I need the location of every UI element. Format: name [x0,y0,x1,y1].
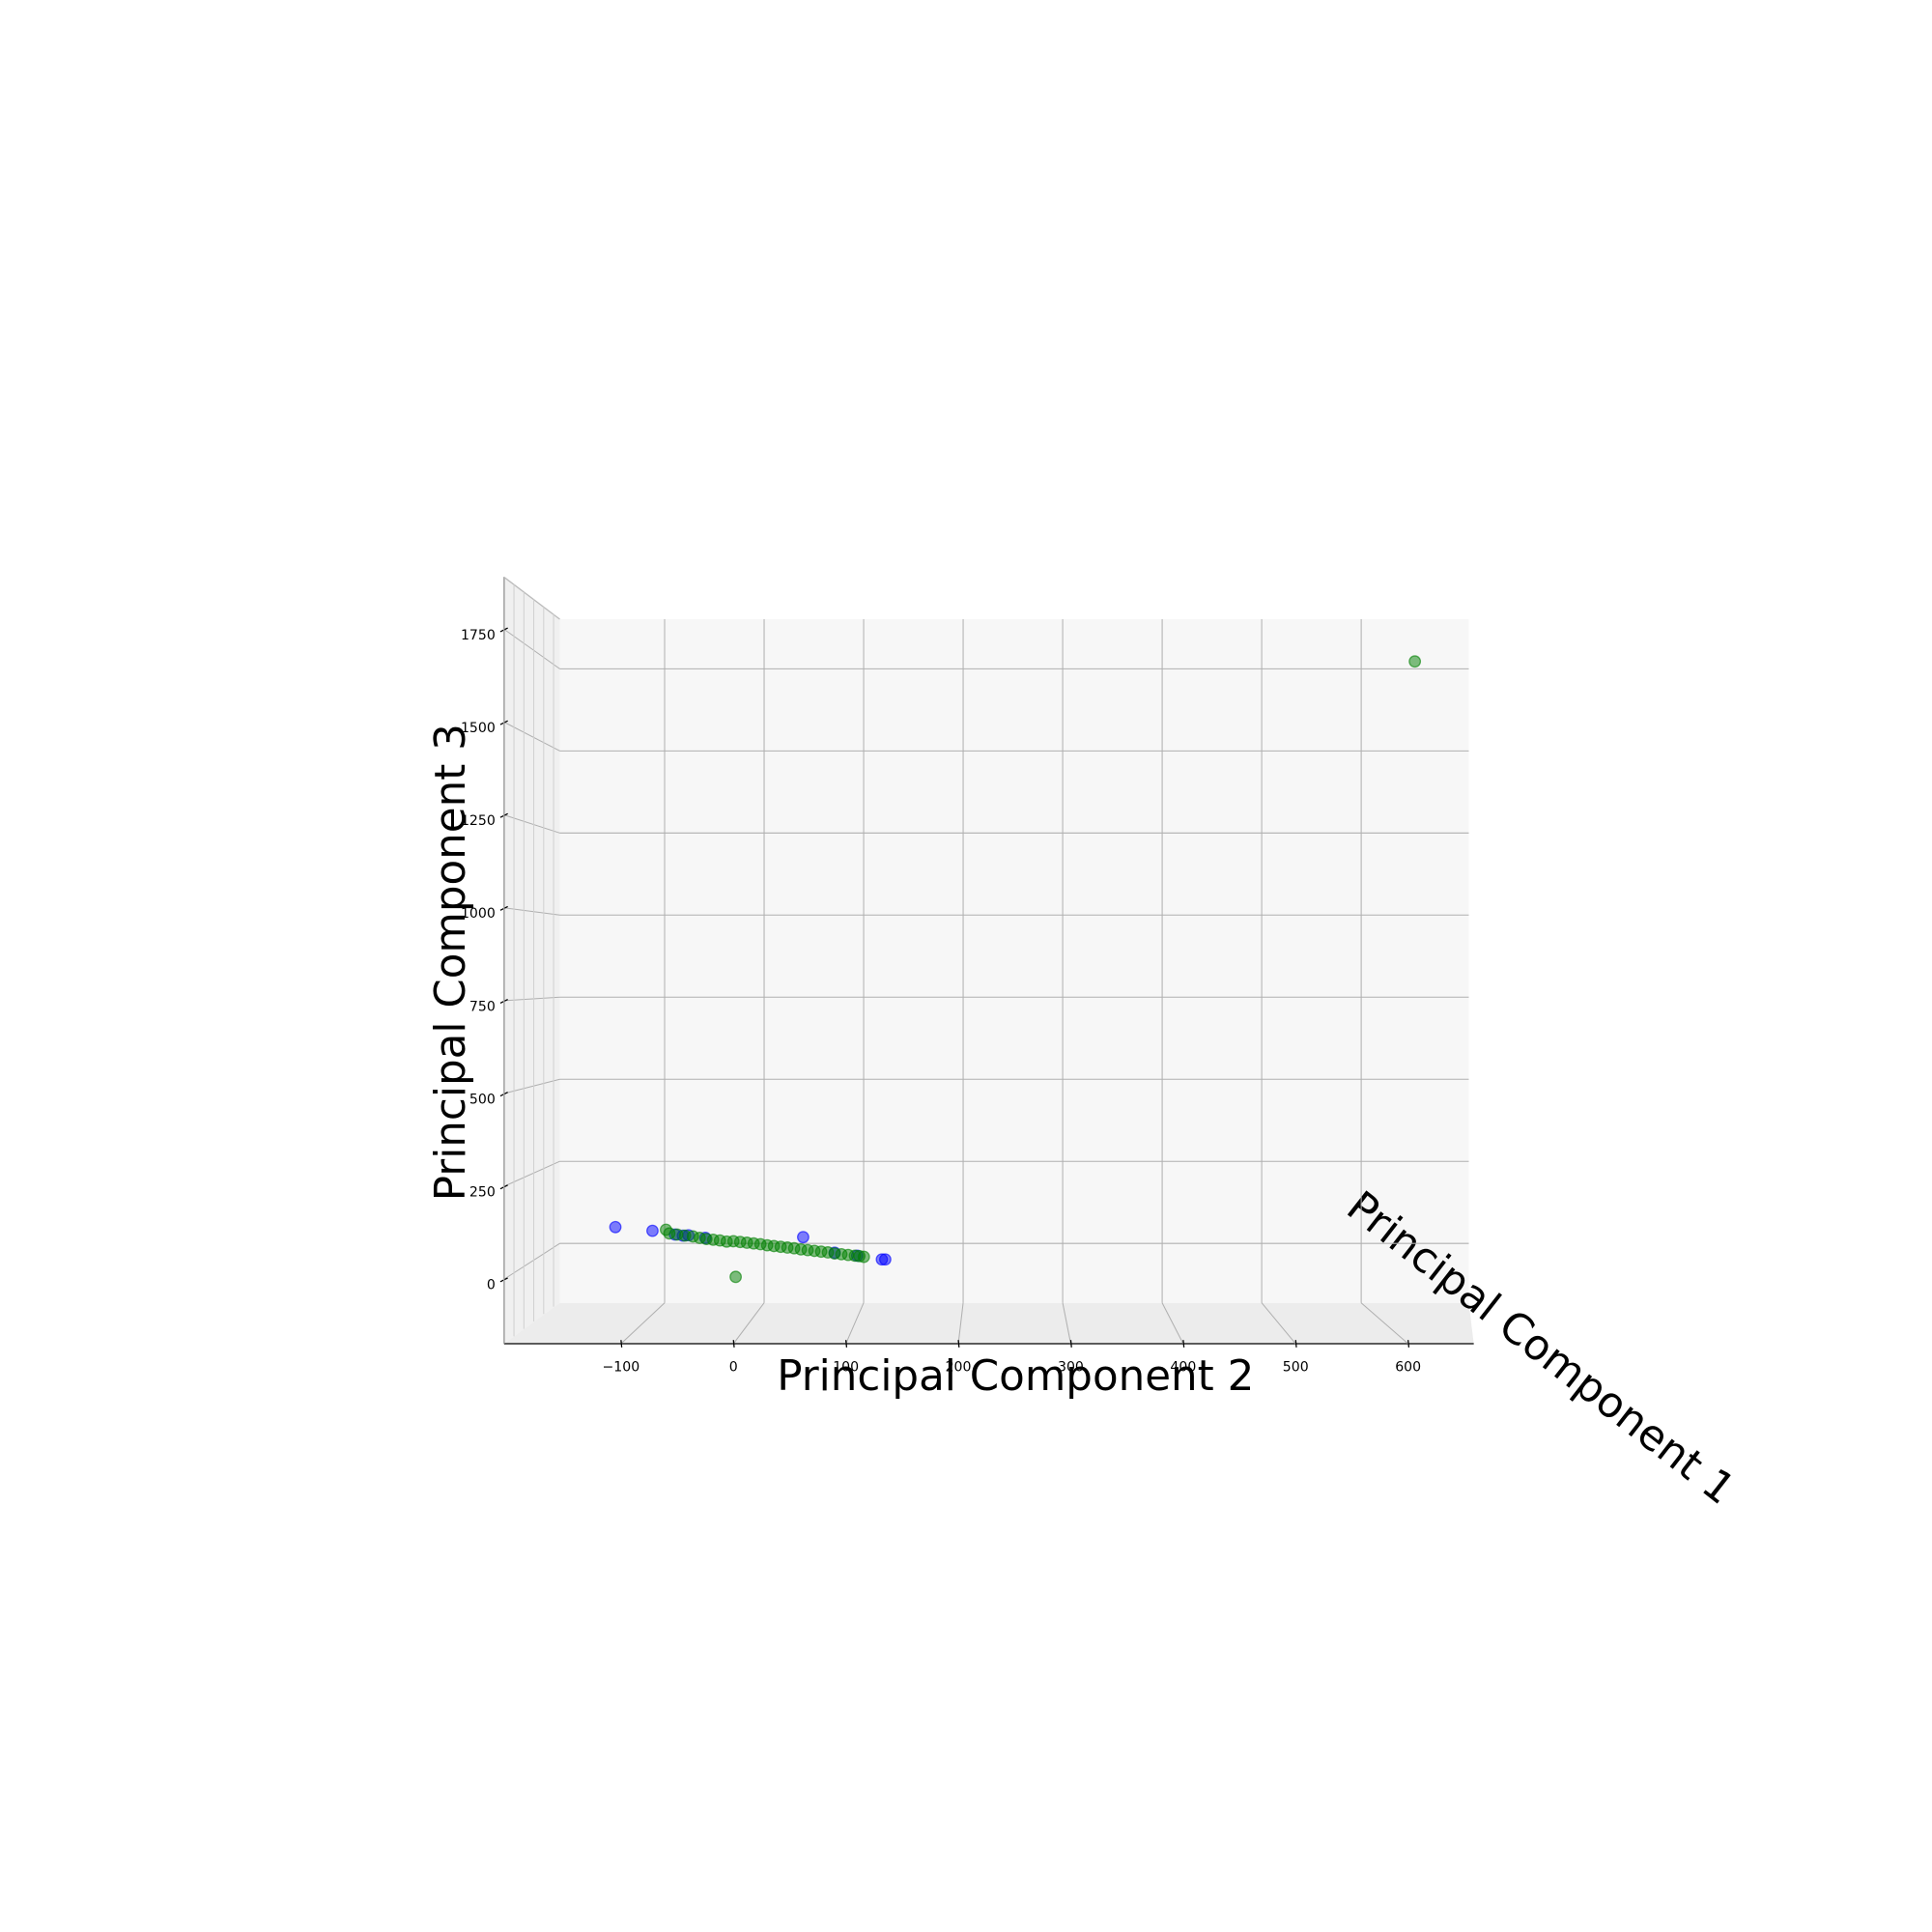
side-grid-line [503,907,560,916]
y-tick-label: 1750 [461,628,496,643]
floor-grid-line [845,1302,865,1345]
x-tick-label: 300 [1058,1359,1084,1375]
point [878,1253,892,1266]
side-grid-line [503,1242,560,1280]
x-tick-label: 200 [946,1359,972,1375]
y-tick-label: 1250 [461,813,496,829]
y-tick-label: 1000 [461,906,496,922]
floor-grid-line [1360,1302,1408,1345]
side-grid-line [503,1160,560,1187]
pane-edge [503,576,560,620]
x-tick [620,1340,623,1348]
y-tick-label: 750 [469,999,496,1014]
x-tick [1182,1340,1185,1348]
x-tick-label: 400 [1170,1359,1196,1375]
y-tick-label: 500 [469,1092,496,1107]
side-grid-line [503,628,560,669]
x-tick-label: 100 [833,1359,859,1375]
x-tick-label: 600 [1395,1359,1421,1375]
side-grid-line [503,1078,560,1094]
left-pane [503,577,560,1345]
x-axis-label: Principal Component 2 [777,1352,1254,1401]
z-axis-label: Principal Component 1 [1338,1182,1744,1515]
back-pane [559,619,1469,1303]
x-tick-label: −100 [602,1359,639,1375]
y-tick-label: 250 [469,1185,496,1201]
y-tick-label: 0 [487,1278,496,1293]
point [729,1270,742,1284]
x-tick [1407,1340,1410,1348]
x-tick [1069,1340,1072,1348]
floor-grid-line [732,1302,765,1345]
side-grid-line [503,996,560,1002]
x-tick [957,1340,960,1348]
point [857,1250,870,1264]
floor-grid-line [1062,1302,1071,1345]
floor-grid-line [1261,1302,1296,1345]
x-tick [732,1340,735,1348]
x-tick-label: 0 [729,1359,738,1375]
floor-grid-line [1161,1302,1184,1345]
side-grid-line [503,722,560,752]
floor-grid-line [620,1302,666,1345]
floor-grid-line [957,1302,964,1345]
floor-pane [503,1302,1474,1345]
point [1408,655,1422,668]
y-axis-label: Principal Component 3 [427,724,475,1201]
x-tick-label: 500 [1283,1359,1309,1375]
x-tick [845,1340,848,1348]
point [797,1231,810,1244]
point [646,1224,659,1237]
point [609,1220,622,1234]
side-grid-line [503,814,560,834]
y-tick-label: 1500 [461,721,496,736]
x-tick [1294,1340,1297,1348]
